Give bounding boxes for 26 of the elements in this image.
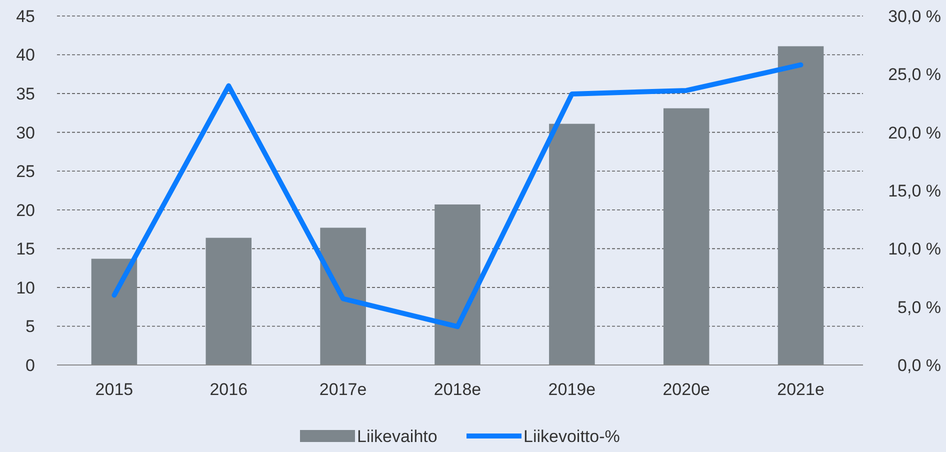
y2-tick-label: 30,0 % [888, 6, 941, 26]
x-tick-label: 2020e [662, 380, 710, 399]
x-tick-label: 2019e [548, 380, 596, 399]
y-tick-label: 45 [16, 6, 35, 26]
y2-tick-label: 10,0 % [888, 240, 941, 259]
legend-label: Liikevaihto [357, 427, 438, 446]
x-tick-label: 2015 [95, 380, 134, 399]
y-tick-label: 40 [16, 46, 35, 65]
y-tick-label: 25 [16, 162, 35, 182]
y-tick-label: 5 [26, 317, 35, 336]
x-tick-label: 2021e [777, 380, 824, 399]
x-tick-label: 2017e [319, 380, 367, 399]
y-tick-label: 20 [16, 200, 35, 220]
y-tick-label: 35 [16, 84, 35, 104]
y-tick-label: 0 [26, 356, 35, 375]
x-tick-label: 2018e [434, 380, 482, 399]
y2-tick-label: 20,0 % [888, 123, 941, 142]
legend-label: Liikevoitto-% [524, 427, 620, 446]
y2-tick-label: 0,0 % [898, 356, 941, 375]
y2-tick-label: 25,0 % [888, 65, 941, 84]
x-tick-label: 2016 [210, 380, 248, 399]
y-tick-label: 15 [16, 240, 35, 259]
y2-tick-label: 5,0 % [898, 298, 941, 317]
y2-tick-label: 15,0 % [888, 181, 941, 200]
y-tick-label: 10 [16, 278, 35, 298]
y-tick-label: 30 [16, 123, 35, 142]
